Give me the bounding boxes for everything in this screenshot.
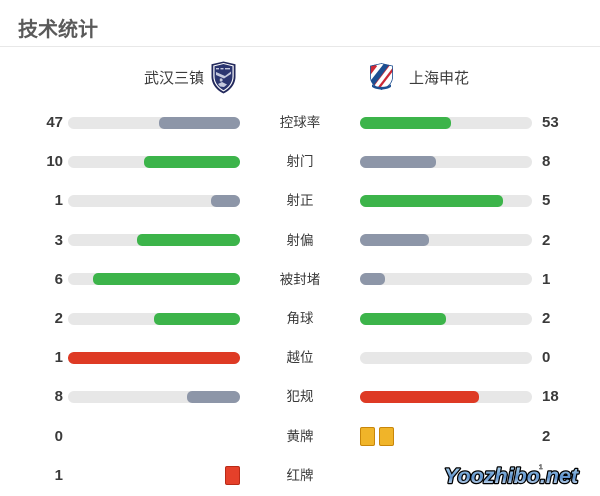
svg-text:1: 1 — [539, 464, 543, 471]
svg-text:Yoozhibo.net: Yoozhibo.net — [444, 464, 579, 488]
